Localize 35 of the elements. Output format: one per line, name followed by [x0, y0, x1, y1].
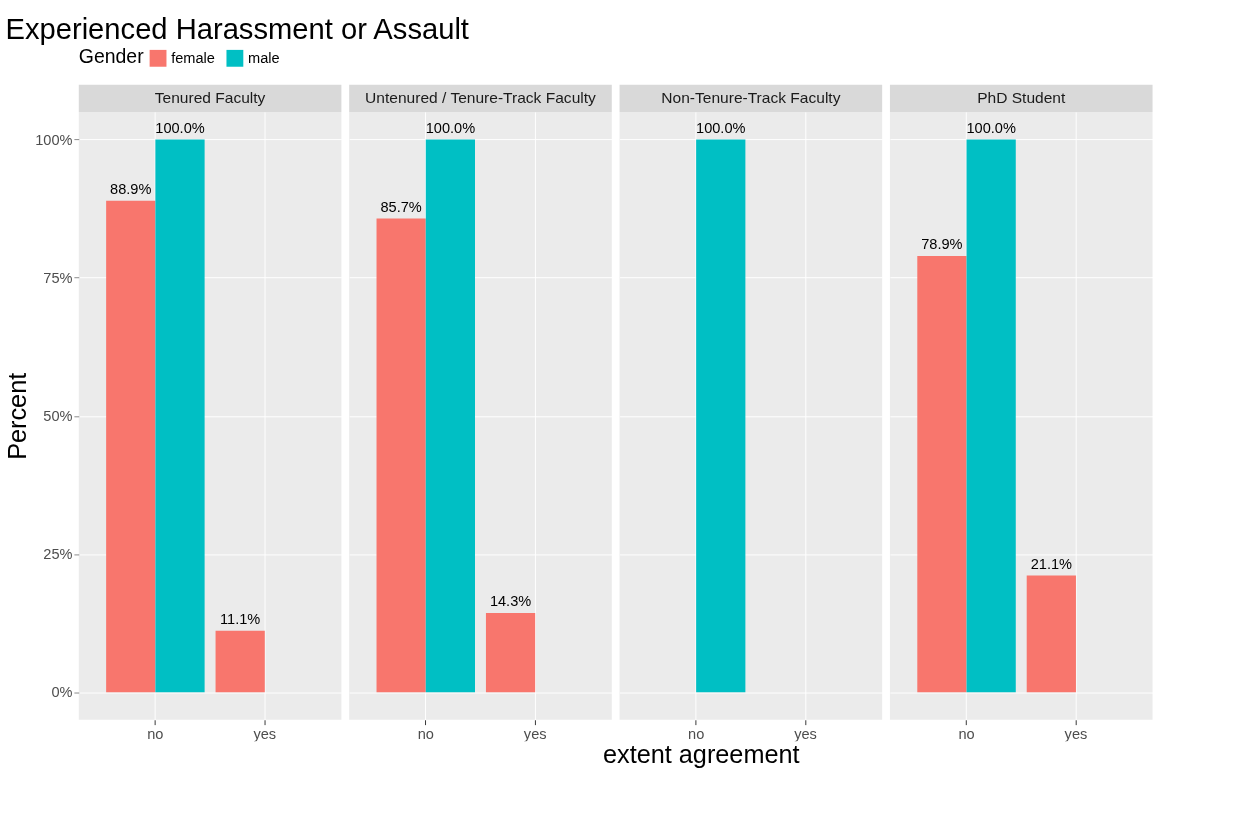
bar [215, 630, 265, 693]
bar [106, 200, 156, 693]
y-tick-label: 100% [35, 131, 73, 148]
x-tick-label: yes [253, 725, 277, 742]
bar [155, 139, 205, 693]
data-label: 78.9% [921, 236, 963, 253]
x-tick-label: yes [794, 725, 817, 742]
y-axis-title: Percent [3, 372, 32, 460]
x-tick-label: yes [523, 725, 547, 742]
y-tick-label: 75% [43, 270, 73, 287]
x-tick-label: yes [1064, 725, 1088, 742]
legend-label: male [248, 50, 280, 67]
data-label: 100.0% [425, 119, 476, 136]
data-label: 14.3% [489, 593, 532, 610]
data-label: 100.0% [155, 119, 205, 136]
y-tick-label: 50% [43, 408, 73, 425]
data-label: 100.0% [966, 119, 1016, 136]
x-tick-label: no [958, 725, 975, 742]
legend-title: Gender [78, 45, 145, 68]
y-tick-label: 0% [51, 684, 73, 701]
x-tick-label: no [417, 725, 434, 742]
data-label: 11.1% [220, 610, 261, 627]
y-tick-label: 25% [43, 546, 73, 563]
chart-subtitle: Untenured / Tenure-Track Faculty [365, 89, 597, 107]
data-label: 88.9% [110, 181, 152, 198]
chart-title: Experienced Harassment or Assault [5, 12, 469, 45]
data-label: 100.0% [696, 119, 746, 136]
chart-subtitle: Tenured Faculty [154, 89, 266, 107]
data-label: 85.7% [380, 198, 422, 215]
chart-subtitle: PhD Student [977, 89, 1066, 107]
x-tick-label: no [688, 725, 705, 742]
data-label: 21.1% [1030, 555, 1073, 572]
legend-label: female [171, 50, 215, 67]
chart-subtitle: Non-Tenure-Track Faculty [661, 89, 841, 107]
x-tick-label: no [147, 725, 164, 742]
